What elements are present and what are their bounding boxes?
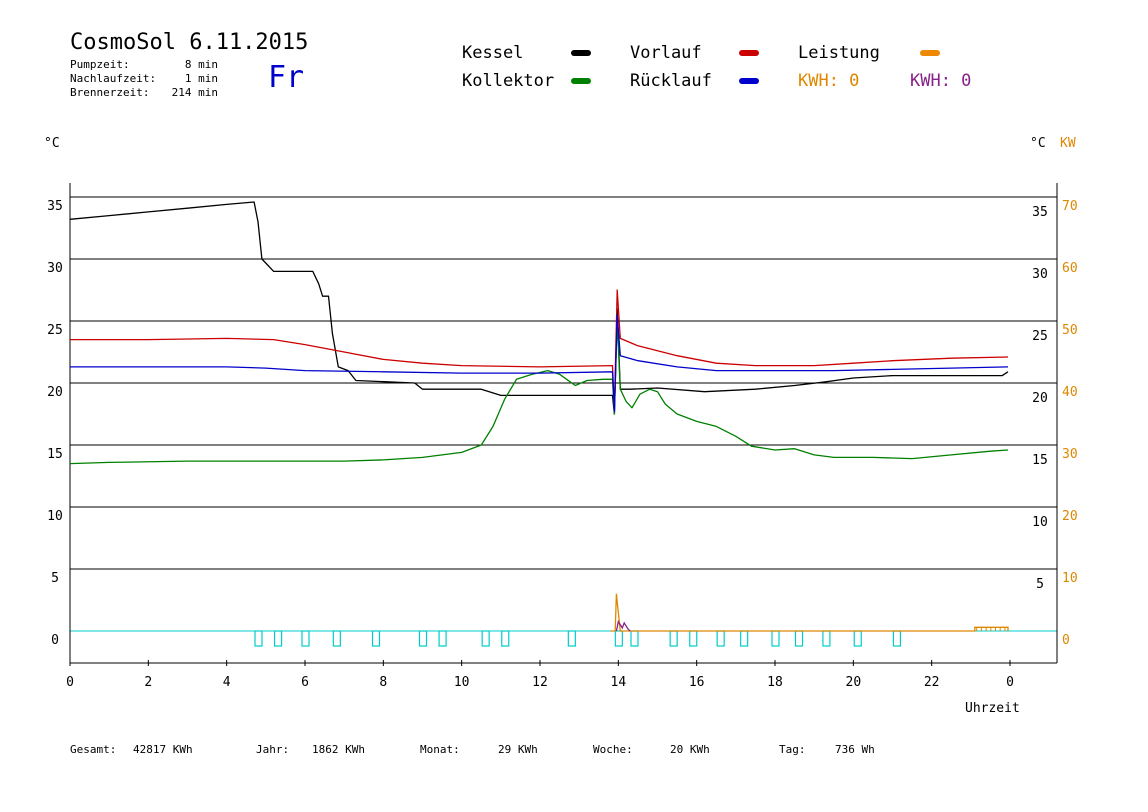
x-tick-label: 16 — [689, 675, 705, 690]
y-tick-label-left: 15 — [47, 447, 63, 462]
y-tick-label-left: 10 — [47, 509, 63, 524]
y-tick-label-right-c: 15 — [1032, 453, 1048, 468]
y-tick-label-right-c: 25 — [1032, 329, 1048, 344]
y-tick-label-right-c: 30 — [1032, 267, 1048, 282]
y-tick-label-left: 5 — [51, 571, 59, 586]
pump-pulse — [567, 630, 576, 647]
x-tick-label: 2 — [144, 675, 152, 690]
x-tick-label: 20 — [846, 675, 862, 690]
pump-pulse — [438, 630, 447, 647]
series-ruecklauf — [70, 314, 1009, 413]
legend-ruecklauf: Rücklauf — [630, 71, 712, 91]
x-tick-label: 12 — [532, 675, 548, 690]
pump-pulse — [716, 630, 725, 647]
legend-ruecklauf-swatch — [739, 78, 759, 84]
y-tick-label-right-kw: 50 — [1062, 323, 1078, 338]
stat-brennerzeit-value: 214 min — [171, 86, 218, 99]
x-tick-label: 10 — [454, 675, 470, 690]
y-tick-label-right-kw: 10 — [1062, 571, 1078, 586]
legend-leistung-swatch — [920, 50, 940, 56]
pump-pulse — [853, 630, 862, 647]
stat-nachlaufzeit-value: 1 min — [184, 72, 218, 85]
pump-pulse — [794, 630, 804, 647]
y-tick-label-right-kw: 70 — [1062, 199, 1078, 214]
x-tick-label: 6 — [301, 675, 309, 690]
pump-pulse — [273, 630, 283, 647]
y-tick-label-right-c: 20 — [1032, 391, 1048, 406]
x-tick-label: 14 — [611, 675, 627, 690]
x-tick-label: 18 — [767, 675, 783, 690]
chart-title: CosmoSol 6.11.2015 — [70, 30, 309, 55]
legend-kwh-orange: KWH: 0 — [798, 71, 860, 91]
pump-pulse — [254, 630, 263, 647]
y-tick-label-right-c: 35 — [1032, 205, 1048, 220]
footer-gesamt-value: 42817 KWh — [133, 743, 193, 756]
legend-kessel-swatch — [571, 50, 591, 56]
x-tick-label: 8 — [379, 675, 387, 690]
pump-pulse — [371, 630, 381, 647]
y-tick-label-right-kw: 60 — [1062, 261, 1078, 276]
y-tick-label-left: 35 — [47, 199, 63, 214]
footer-monat-label: Monat: — [420, 743, 460, 756]
pump-pulse — [689, 630, 698, 647]
stat-brennerzeit-label: Brennerzeit: — [70, 86, 150, 99]
y-tick-label-right-kw: 30 — [1062, 447, 1078, 462]
legend-vorlauf: Vorlauf — [630, 43, 702, 63]
x-tick-label: 0 — [1006, 675, 1014, 690]
footer-monat-value: 29 KWh — [498, 743, 538, 756]
y-tick-label-right-c: 10 — [1032, 515, 1048, 530]
footer-jahr-label: Jahr: — [256, 743, 290, 756]
series-vorlauf — [70, 289, 1009, 409]
y-tick-label-right-kw: 40 — [1062, 385, 1078, 400]
y-tick-label-left: 25 — [47, 323, 63, 338]
stat-pumpzeit-label: Pumpzeit: — [70, 58, 130, 71]
right-unit-label-kw: KW — [1060, 136, 1076, 151]
pump-pulse — [892, 630, 902, 647]
y-tick-label-left: 20 — [47, 385, 63, 400]
pump-pulse — [740, 630, 749, 647]
right-unit-label-c: °C — [1030, 136, 1046, 151]
series-kessel — [69, 201, 1009, 415]
x-tick-label: 22 — [924, 675, 940, 690]
y-tick-label-right-kw: 20 — [1062, 509, 1078, 524]
series-leistung — [610, 593, 1009, 632]
legend-kwh-purple: KWH: 0 — [910, 71, 972, 91]
pump-pulse — [481, 630, 490, 647]
footer-jahr-value: 1862 KWh — [312, 743, 365, 756]
pump-pulse — [301, 630, 310, 647]
left-unit-label: °C — [44, 136, 60, 151]
footer-gesamt-label: Gesamt: — [70, 743, 117, 756]
legend-leistung: Leistung — [798, 43, 880, 63]
stat-nachlaufzeit-label: Nachlaufzeit: — [70, 72, 157, 85]
footer-tag-label: Tag: — [779, 743, 806, 756]
series-kwh2 — [615, 620, 631, 632]
pump-pulse — [822, 630, 831, 647]
footer-woche-label: Woche: — [593, 743, 633, 756]
y-tick-label-left: 30 — [47, 261, 63, 276]
x-tick-label: 4 — [223, 675, 231, 690]
legend-kollektor: Kollektor — [462, 71, 555, 91]
legend-kessel: Kessel — [462, 43, 524, 63]
pump-pulse — [669, 630, 678, 647]
pump-pulse — [501, 630, 510, 647]
y-tick-label-right-c: 5 — [1036, 577, 1044, 592]
series-kollektor — [69, 320, 1009, 465]
legend-vorlauf-swatch — [739, 50, 759, 56]
stat-pumpzeit-value: 8 min — [184, 58, 218, 71]
x-axis-label: Uhrzeit — [965, 701, 1020, 716]
weekday-label: Fr — [268, 60, 305, 95]
pump-pulse — [332, 630, 341, 647]
legend-kollektor-swatch — [571, 78, 591, 84]
pump-pulse — [630, 630, 639, 647]
footer-tag-value: 736 Wh — [835, 743, 875, 756]
x-tick-label: 0 — [66, 675, 74, 690]
pump-pulse — [418, 630, 428, 647]
y-tick-label-left: 0 — [51, 633, 59, 648]
footer-woche-value: 20 KWh — [670, 743, 710, 756]
pump-pulse — [614, 630, 623, 647]
pump-pulse — [771, 630, 780, 647]
y-tick-label-right-kw: 0 — [1062, 633, 1070, 648]
